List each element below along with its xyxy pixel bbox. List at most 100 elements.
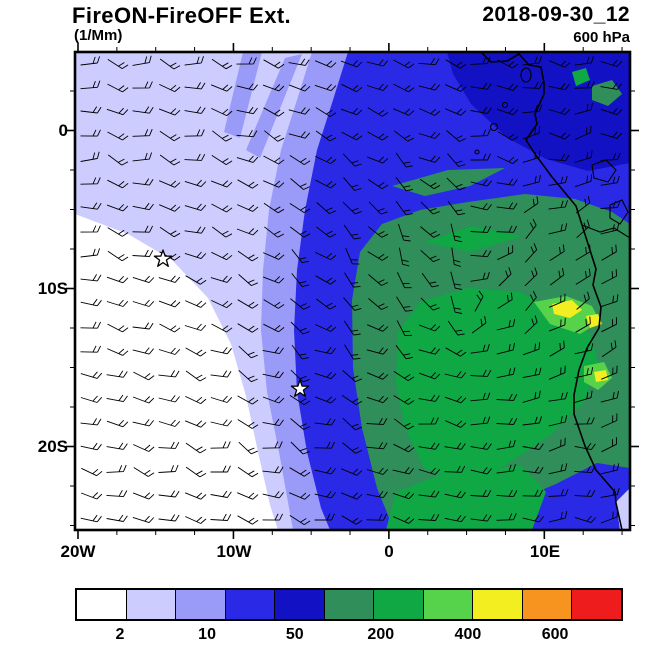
wind-barb bbox=[470, 106, 492, 114]
wind-barb bbox=[158, 108, 181, 116]
colorbar-cell bbox=[374, 590, 424, 619]
wind-barb bbox=[600, 463, 620, 475]
wind-barb bbox=[289, 226, 311, 238]
wind-barb bbox=[444, 465, 466, 473]
wind-barb bbox=[548, 511, 568, 523]
wind-barb bbox=[548, 437, 566, 452]
wind-barb bbox=[185, 442, 207, 454]
wind-barb bbox=[81, 467, 103, 477]
island-outline bbox=[501, 101, 509, 109]
colorbar-label: 50 bbox=[285, 626, 304, 643]
wind-barb bbox=[159, 83, 181, 93]
wind-barb bbox=[236, 106, 258, 115]
wind-barb bbox=[418, 417, 439, 425]
wind-barb bbox=[344, 272, 361, 288]
wind-barb bbox=[288, 84, 311, 92]
wind-barb bbox=[106, 464, 127, 473]
wind-barb bbox=[288, 58, 310, 66]
wind-barb bbox=[237, 299, 259, 309]
wind-barb bbox=[444, 514, 466, 523]
island-outline bbox=[489, 122, 499, 132]
wind-barb bbox=[393, 516, 415, 524]
wind-barb bbox=[340, 60, 363, 68]
wind-barb bbox=[263, 155, 285, 165]
wind-barb bbox=[601, 340, 617, 358]
wind-barb bbox=[398, 247, 410, 267]
wind-barb bbox=[470, 467, 492, 475]
wind-barb bbox=[291, 249, 310, 264]
wind-barb bbox=[341, 83, 363, 93]
wind-barb bbox=[184, 153, 206, 161]
wind-barb bbox=[107, 154, 129, 166]
wind-barb bbox=[314, 467, 336, 475]
wind-barb bbox=[184, 106, 206, 114]
wind-barb bbox=[263, 202, 285, 214]
wind-barb bbox=[418, 324, 441, 332]
wind-barb bbox=[314, 491, 336, 499]
wind-barb bbox=[444, 490, 466, 499]
wind-barb bbox=[418, 347, 441, 355]
wind-barb bbox=[289, 467, 311, 477]
wind-barb bbox=[236, 57, 257, 65]
x-tick-label: 10E bbox=[529, 542, 561, 561]
wind-barb bbox=[184, 203, 207, 211]
wind-barb bbox=[343, 320, 361, 336]
wind-barb bbox=[420, 249, 440, 263]
wind-barb bbox=[159, 204, 181, 212]
wind-barb bbox=[80, 177, 101, 185]
wind-barb bbox=[210, 180, 233, 188]
wind-barb bbox=[522, 104, 543, 114]
wind-barb bbox=[106, 442, 128, 450]
wind-barb bbox=[548, 107, 571, 115]
wind-barb bbox=[158, 275, 181, 283]
wind-barb bbox=[264, 226, 285, 238]
wind-barb bbox=[80, 202, 102, 210]
wind-barb bbox=[342, 201, 362, 215]
wind-barb bbox=[80, 80, 101, 90]
wind-barb bbox=[184, 323, 207, 331]
wind-barb bbox=[80, 345, 102, 353]
star-marker bbox=[153, 249, 173, 267]
wind-barb bbox=[314, 418, 336, 426]
wind-barb bbox=[393, 443, 415, 453]
wind-barb bbox=[445, 84, 467, 92]
wind-barb bbox=[210, 347, 232, 355]
wind-barb bbox=[601, 244, 617, 261]
wind-barb bbox=[393, 83, 415, 93]
wind-barb bbox=[132, 515, 155, 524]
wind-barb bbox=[80, 151, 100, 162]
wind-barb bbox=[158, 395, 180, 403]
wind-barb bbox=[158, 490, 180, 498]
wind-barb bbox=[210, 465, 231, 473]
wind-barb bbox=[450, 271, 463, 290]
wind-barb bbox=[289, 492, 311, 500]
wind-barb bbox=[470, 129, 491, 137]
wind-barb bbox=[470, 203, 492, 211]
wind-barb bbox=[263, 180, 285, 188]
wind-barb bbox=[574, 174, 593, 188]
wind-barb bbox=[315, 298, 337, 310]
wind-barb bbox=[470, 343, 490, 354]
wind-barb bbox=[80, 492, 103, 500]
inland-water-outline bbox=[609, 199, 629, 225]
wind-barb bbox=[107, 250, 129, 262]
wind-barb bbox=[341, 394, 363, 406]
wind-barb bbox=[158, 441, 180, 449]
wind-barb bbox=[341, 131, 363, 141]
colorbar-label: 2 bbox=[115, 626, 125, 643]
plot-title: FireON-FireOFF Ext. bbox=[72, 3, 292, 28]
wind-barb bbox=[574, 56, 594, 66]
wind-barb bbox=[211, 251, 233, 261]
colorbar-label: 10 bbox=[198, 626, 216, 643]
wind-barb bbox=[210, 275, 233, 283]
wind-barb bbox=[394, 130, 415, 142]
wind-barb bbox=[393, 371, 415, 381]
wind-barb bbox=[132, 178, 154, 186]
wind-barb bbox=[445, 108, 467, 116]
wind-barb bbox=[496, 439, 516, 450]
colorbar-cell bbox=[275, 590, 325, 619]
wind-barb bbox=[315, 275, 337, 285]
wind-barb bbox=[601, 317, 618, 333]
wind-barb bbox=[470, 442, 492, 450]
field-region bbox=[572, 68, 590, 86]
